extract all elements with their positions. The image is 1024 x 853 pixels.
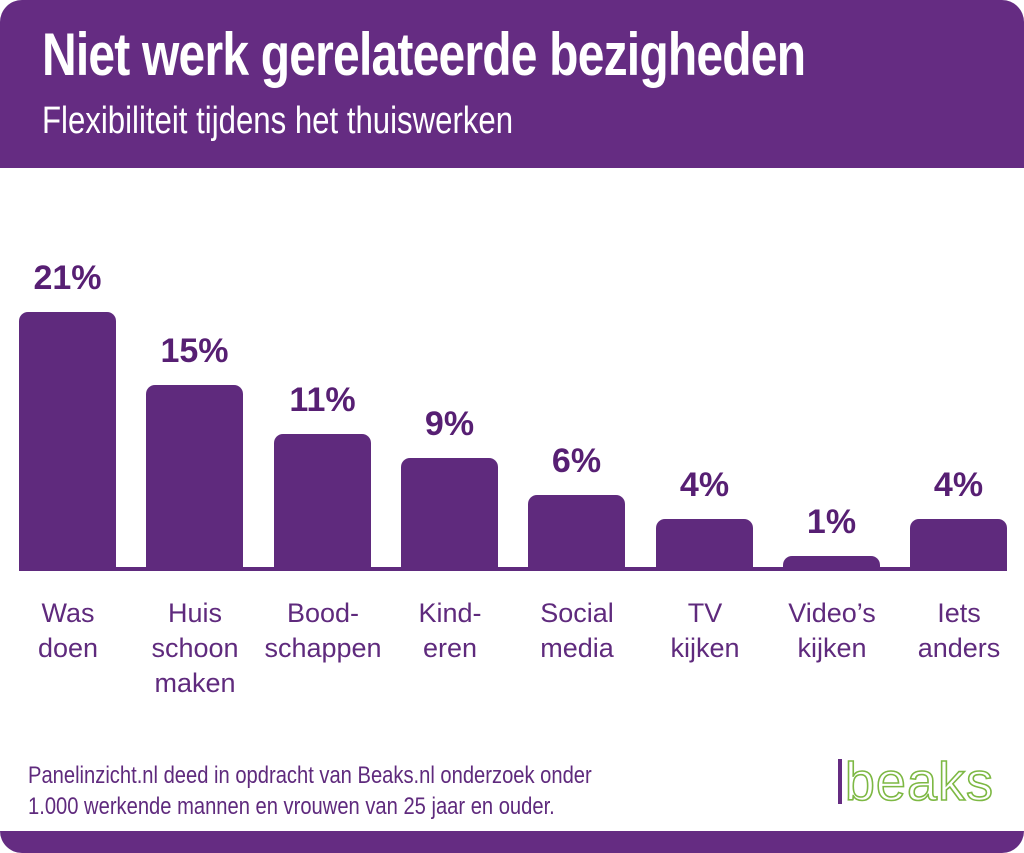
x-axis-label: Iets anders: [917, 598, 1001, 663]
bar-group: 1%: [783, 0, 880, 571]
bar-value-label: 1%: [806, 503, 857, 541]
logo-stem-mark: [837, 759, 842, 804]
bottom-accent-bar: [0, 831, 1024, 853]
bar-group: 21%: [19, 0, 116, 571]
bar: [656, 519, 753, 571]
logo-text: beaks: [844, 752, 994, 812]
x-axis-label: Was doen: [37, 598, 99, 663]
bar: [401, 458, 498, 571]
bar-group: 11%: [274, 0, 371, 571]
x-axis-label: TV kijken: [670, 598, 740, 663]
bar: [19, 312, 116, 571]
x-axis-label: Social media: [540, 598, 614, 663]
bar-group: 4%: [910, 0, 1007, 571]
bar-value-label: 4%: [933, 466, 984, 504]
beaks-logo: beaks: [837, 752, 994, 812]
x-axis-label: Bood- schappen: [264, 598, 382, 663]
x-axis-line: [19, 567, 1007, 571]
bar: [910, 519, 1007, 571]
bar-group: 6%: [528, 0, 625, 571]
bar: [528, 495, 625, 571]
bar: [783, 556, 880, 571]
header-band: Niet werk gerelateerde bezigheden Flexib…: [0, 0, 1024, 168]
bar: [274, 434, 371, 571]
bar-value-label: 4%: [679, 466, 730, 504]
x-axis-label: Kind- eren: [418, 598, 482, 663]
x-axis-labels: Was doen Huis schoon maken Bood- schappen K…: [19, 596, 1007, 726]
bar-value-label: 21%: [33, 259, 102, 297]
bar-value-label: 9%: [424, 405, 475, 443]
bar-value-label: 11%: [289, 381, 356, 419]
bar: [146, 385, 243, 571]
bar-group: 4%: [656, 0, 753, 571]
page-title: Niet werk gerelateerde bezigheden: [42, 21, 806, 88]
bar-group: 9%: [401, 0, 498, 571]
page-subtitle: Flexibiliteit tijdens het thuiswerken: [42, 100, 514, 142]
bar-chart-plot-area: 21% 15% 11% 9% 6% 4% 1% 4%: [19, 0, 1007, 571]
bar-value-label: 6%: [551, 442, 602, 480]
x-axis-label: Huis schoon maken: [151, 598, 239, 698]
source-note: Panelinzicht.nl deed in opdracht van Bea…: [28, 762, 592, 820]
bar-group: 15%: [146, 0, 243, 571]
bar-value-label: 15%: [160, 332, 229, 370]
x-axis-label: Video’s kijken: [788, 598, 876, 663]
